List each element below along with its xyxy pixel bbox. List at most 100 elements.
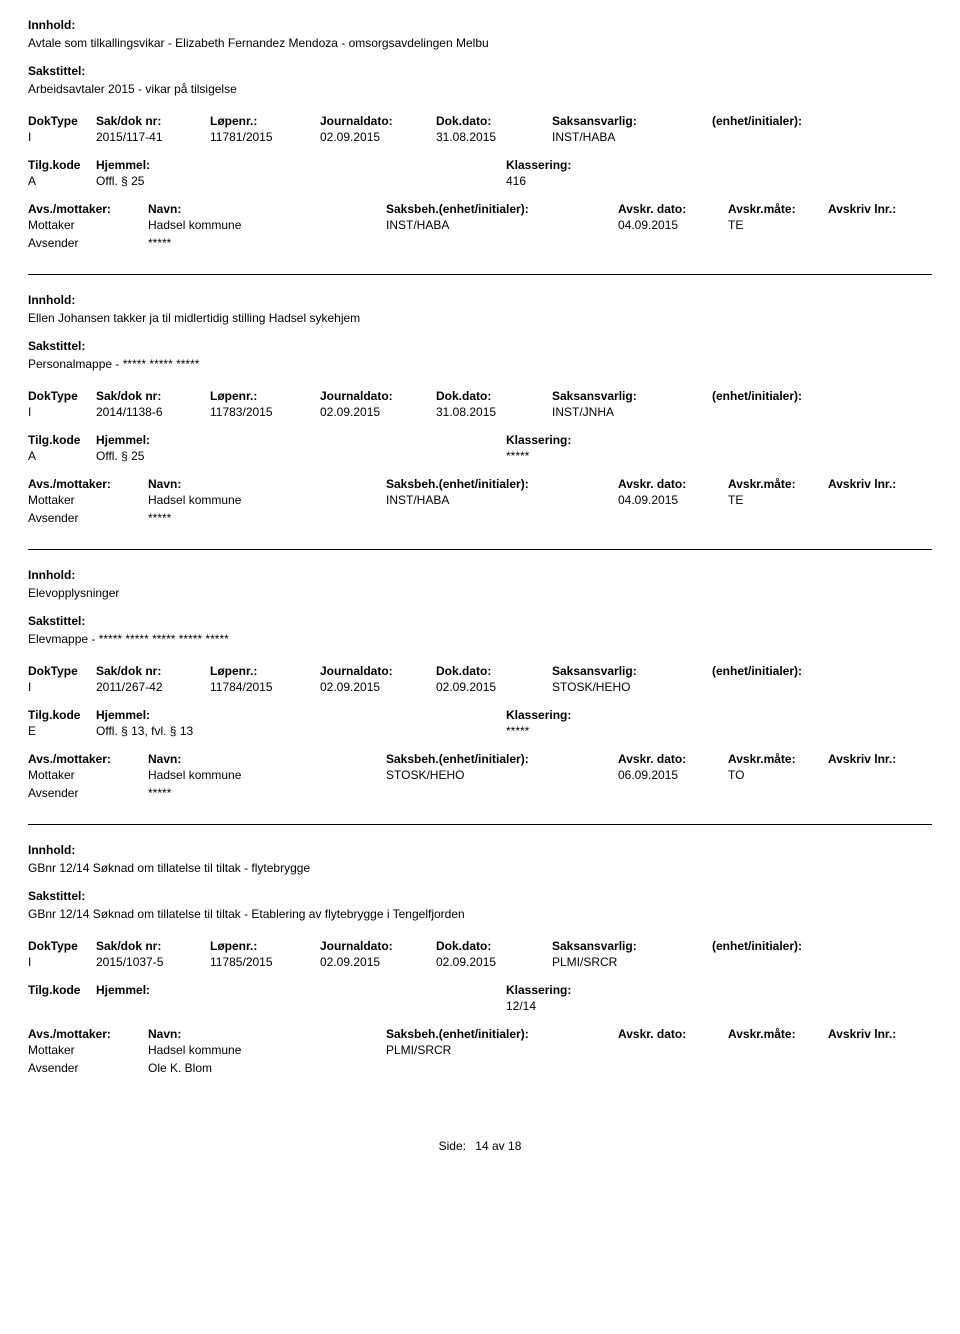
- avskrdato-header: Avskr. dato:: [618, 752, 728, 766]
- dokdato-value: 31.08.2015: [436, 130, 552, 144]
- doktype-value: I: [28, 405, 96, 419]
- avsmottaker-header: Avs./mottaker:: [28, 1027, 148, 1041]
- party-saksbeh: PLMI/SRCR: [386, 1043, 618, 1057]
- saksansvarlig-value: PLMI/SRCR: [552, 955, 712, 969]
- innhold-text: Avtale som tilkallingsvikar - Elizabeth …: [28, 36, 932, 50]
- klassering-header: Klassering:: [506, 158, 806, 172]
- doktype-header: DokType: [28, 389, 96, 403]
- party-navn: Hadsel kommune: [148, 218, 386, 232]
- sakstittel-text: Personalmappe - ***** ***** *****: [28, 357, 932, 371]
- avskrdato-header: Avskr. dato:: [618, 477, 728, 491]
- party-avskrdato: 04.09.2015: [618, 493, 728, 507]
- avskrmate-header: Avskr.måte:: [728, 1027, 828, 1041]
- party-avskrlnr: [828, 1061, 928, 1075]
- party-avskrmate: [728, 786, 828, 800]
- enhet-value: [712, 680, 852, 694]
- party-row: Avsender *****: [28, 511, 932, 525]
- journaldato-value: 02.09.2015: [320, 130, 436, 144]
- doktype-header: DokType: [28, 664, 96, 678]
- hjemmel-value: Offl. § 13, fvl. § 13: [96, 724, 506, 738]
- party-role: Mottaker: [28, 768, 148, 782]
- klassering-value: *****: [506, 449, 806, 463]
- footer-av: av: [492, 1139, 505, 1153]
- party-row: Mottaker Hadsel kommune INST/HABA 04.09.…: [28, 218, 932, 232]
- party-avskrmate: TO: [728, 768, 828, 782]
- party-saksbeh: [386, 236, 618, 250]
- party-navn: *****: [148, 511, 386, 525]
- avsmottaker-header: Avs./mottaker:: [28, 752, 148, 766]
- sakstittel-text: Arbeidsavtaler 2015 - vikar på tilsigels…: [28, 82, 932, 96]
- sakdoknr-header: Sak/dok nr:: [96, 389, 210, 403]
- journaldato-header: Journaldato:: [320, 114, 436, 128]
- navn-header: Navn:: [148, 752, 386, 766]
- party-row: Avsender Ole K. Blom: [28, 1061, 932, 1075]
- saksansvarlig-header: Saksansvarlig:: [552, 664, 712, 678]
- innhold-text: Elevopplysninger: [28, 586, 932, 600]
- doktype-header: DokType: [28, 939, 96, 953]
- klassering-value: 12/14: [506, 999, 806, 1013]
- avskrivlnr-header: Avskriv lnr.:: [828, 1027, 928, 1041]
- journal-record: Innhold: Elevopplysninger Sakstittel: El…: [28, 568, 932, 825]
- sakstittel-label: Sakstittel:: [28, 64, 932, 78]
- doktype-value: I: [28, 130, 96, 144]
- lopenr-header: Løpenr.:: [210, 939, 320, 953]
- innhold-label: Innhold:: [28, 568, 932, 582]
- party-role: Mottaker: [28, 1043, 148, 1057]
- avskrivlnr-header: Avskriv lnr.:: [828, 477, 928, 491]
- party-avskrlnr: [828, 768, 928, 782]
- party-avskrlnr: [828, 236, 928, 250]
- journaldato-header: Journaldato:: [320, 939, 436, 953]
- enhetinitialer-header: (enhet/initialer):: [712, 114, 852, 128]
- party-row: Mottaker Hadsel kommune STOSK/HEHO 06.09…: [28, 768, 932, 782]
- tilgkode-value: E: [28, 724, 96, 738]
- avskrmate-header: Avskr.måte:: [728, 752, 828, 766]
- party-avskrlnr: [828, 493, 928, 507]
- party-avskrmate: [728, 1043, 828, 1057]
- journaldato-header: Journaldato:: [320, 664, 436, 678]
- sakstittel-text: GBnr 12/14 Søknad om tillatelse til tilt…: [28, 907, 932, 921]
- enhet-value: [712, 405, 852, 419]
- party-avskrdato: [618, 786, 728, 800]
- footer-page: 14: [475, 1139, 488, 1153]
- party-avskrlnr: [828, 511, 928, 525]
- hjemmel-header: Hjemmel:: [96, 708, 506, 722]
- party-avskrdato: [618, 1061, 728, 1075]
- tilgkode-header: Tilg.kode: [28, 158, 96, 172]
- enhet-value: [712, 955, 852, 969]
- hjemmel-header: Hjemmel:: [96, 433, 506, 447]
- journal-record: Innhold: GBnr 12/14 Søknad om tillatelse…: [28, 843, 932, 1099]
- party-avskrdato: [618, 511, 728, 525]
- tilgkode-value: [28, 999, 96, 1013]
- klassering-value: 416: [506, 174, 806, 188]
- innhold-text: Ellen Johansen takker ja til midlertidig…: [28, 311, 932, 325]
- party-role: Mottaker: [28, 218, 148, 232]
- lopenr-header: Løpenr.:: [210, 389, 320, 403]
- dokdato-value: 02.09.2015: [436, 955, 552, 969]
- party-navn: *****: [148, 236, 386, 250]
- party-role: Mottaker: [28, 493, 148, 507]
- party-avskrdato: [618, 236, 728, 250]
- saksbeh-header: Saksbeh.(enhet/initialer):: [386, 752, 618, 766]
- hjemmel-value: Offl. § 25: [96, 449, 506, 463]
- sakdoknr-value: 2015/1037-5: [96, 955, 210, 969]
- party-avskrmate: TE: [728, 218, 828, 232]
- page-footer: Side: 14 av 18: [28, 1139, 932, 1153]
- enhetinitialer-header: (enhet/initialer):: [712, 939, 852, 953]
- navn-header: Navn:: [148, 1027, 386, 1041]
- party-navn: Hadsel kommune: [148, 768, 386, 782]
- party-avskrdato: 06.09.2015: [618, 768, 728, 782]
- party-row: Mottaker Hadsel kommune PLMI/SRCR: [28, 1043, 932, 1057]
- hjemmel-header: Hjemmel:: [96, 158, 506, 172]
- klassering-header: Klassering:: [506, 708, 806, 722]
- party-row: Mottaker Hadsel kommune INST/HABA 04.09.…: [28, 493, 932, 507]
- sakstittel-label: Sakstittel:: [28, 889, 932, 903]
- party-navn: Ole K. Blom: [148, 1061, 386, 1075]
- footer-total: 18: [508, 1139, 521, 1153]
- saksansvarlig-value: INST/HABA: [552, 130, 712, 144]
- journaldato-header: Journaldato:: [320, 389, 436, 403]
- saksansvarlig-header: Saksansvarlig:: [552, 389, 712, 403]
- saksansvarlig-value: INST/JNHA: [552, 405, 712, 419]
- journaldato-value: 02.09.2015: [320, 405, 436, 419]
- party-saksbeh: [386, 511, 618, 525]
- party-role: Avsender: [28, 1061, 148, 1075]
